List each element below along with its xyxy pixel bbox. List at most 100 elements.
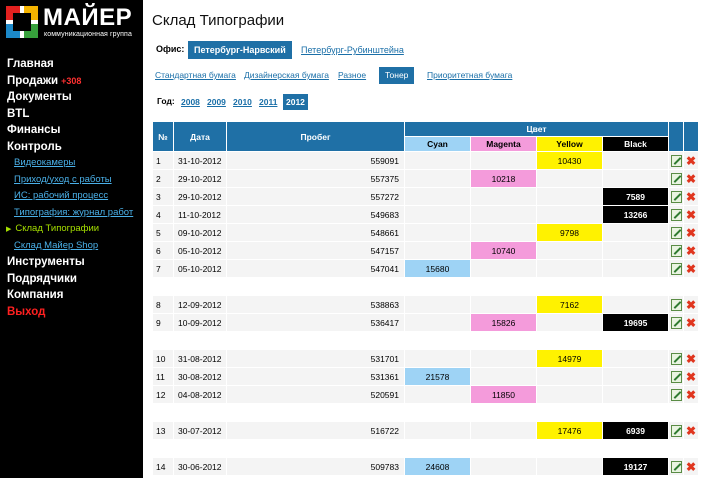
row-edit-cell — [668, 241, 685, 260]
sidebar-nav: Главная Продажи +308 Документы BTL Финанс… — [0, 56, 143, 320]
year-2008[interactable]: 2008 — [181, 97, 200, 107]
tab-priority-paper[interactable]: Приоритетная бумага — [427, 70, 513, 80]
edit-icon[interactable] — [670, 262, 682, 275]
cell-black: 6939 — [601, 421, 670, 440]
nav-item-control[interactable]: Контроль — [7, 140, 62, 153]
delete-icon[interactable]: ✖ — [686, 207, 697, 222]
edit-icon[interactable] — [670, 424, 682, 437]
edit-icon[interactable] — [670, 370, 682, 383]
table-row: 8 12-09-2012 538863 7162 ✖ — [152, 295, 700, 314]
col-header-mileage: Пробег — [226, 121, 405, 152]
logo[interactable]: МАЙЕР коммуникационная группа — [6, 4, 142, 42]
row-number: 1 — [152, 151, 174, 170]
nav-item-contractors[interactable]: Подрядчики — [7, 272, 77, 285]
nav-item-exit[interactable]: Выход — [7, 305, 46, 318]
cell-yellow — [536, 169, 603, 188]
row-edit-cell — [668, 313, 685, 332]
year-2010[interactable]: 2010 — [233, 97, 252, 107]
delete-icon[interactable]: ✖ — [686, 189, 697, 204]
delete-icon[interactable]: ✖ — [686, 153, 697, 168]
nav-item-tools[interactable]: Инструменты — [7, 256, 85, 268]
tab-designer-paper[interactable]: Дизайнерская бумага — [244, 70, 329, 80]
cell-magenta: 10740 — [470, 241, 537, 260]
row-edit-cell — [668, 205, 685, 224]
spacer-cell — [151, 331, 700, 350]
delete-icon[interactable]: ✖ — [686, 297, 697, 312]
cell-black: 13266 — [601, 205, 670, 224]
row-mileage: 538863 — [226, 295, 405, 314]
nav-item-sales[interactable]: Продажи +308 — [0, 73, 143, 90]
nav-sub-cameras[interactable]: Видеокамеры — [14, 157, 76, 168]
office-option-rubinshteina[interactable]: Петербург-Рубинштейна — [301, 45, 404, 55]
row-edit-cell — [668, 457, 685, 476]
delete-icon[interactable]: ✖ — [686, 171, 697, 186]
tab-toner[interactable]: Тонер — [379, 67, 415, 84]
cell-cyan — [404, 313, 471, 332]
table-row: 6 05-10-2012 547157 10740 ✖ — [152, 241, 700, 260]
delete-icon[interactable]: ✖ — [686, 459, 697, 474]
nav-item-main[interactable]: Главная — [7, 58, 54, 70]
cell-magenta — [470, 187, 537, 206]
spacer-cell — [151, 439, 700, 458]
delete-icon[interactable]: ✖ — [686, 387, 697, 402]
edit-icon[interactable] — [670, 226, 682, 239]
edit-icon[interactable] — [670, 172, 682, 185]
edit-icon[interactable] — [670, 298, 682, 311]
edit-icon[interactable] — [670, 460, 682, 473]
edit-icon[interactable] — [670, 208, 682, 221]
edit-icon[interactable] — [670, 352, 682, 365]
row-mileage: 557272 — [226, 187, 405, 206]
row-mileage: 531361 — [226, 367, 405, 386]
tab-misc[interactable]: Разное — [338, 70, 367, 80]
cell-black — [601, 259, 670, 278]
nav-sub-attendance[interactable]: Приход/уход с работы — [14, 173, 112, 185]
table-spacer-row — [151, 403, 700, 422]
row-delete-cell: ✖ — [683, 295, 700, 314]
office-option-narvsky[interactable]: Петербург-Нарвский — [188, 41, 292, 59]
nav-sub-workflow[interactable]: ИС: рабочий процесс — [14, 190, 109, 201]
row-date: 05-10-2012 — [173, 241, 227, 260]
edit-icon[interactable] — [670, 190, 682, 203]
cell-black — [601, 349, 670, 368]
toner-table: № Дата Пробег Цвет Cyan Magenta Yellow B… — [151, 121, 700, 476]
nav-item-documents[interactable]: Документы — [7, 91, 72, 103]
nav-item-btl[interactable]: BTL — [7, 107, 30, 120]
edit-icon[interactable] — [670, 244, 682, 257]
cell-yellow — [536, 205, 603, 224]
delete-icon[interactable]: ✖ — [686, 369, 697, 384]
delete-icon[interactable]: ✖ — [686, 243, 697, 258]
row-number: 10 — [152, 349, 174, 368]
nav-sub-shop-warehouse[interactable]: Склад Майер Shop — [14, 239, 99, 251]
edit-icon[interactable] — [670, 388, 682, 401]
delete-icon[interactable]: ✖ — [686, 225, 697, 240]
row-delete-cell: ✖ — [683, 151, 700, 170]
tab-standard-paper[interactable]: Стандартная бумага — [155, 70, 236, 80]
delete-icon[interactable]: ✖ — [686, 315, 697, 330]
delete-icon[interactable]: ✖ — [686, 423, 697, 438]
cell-cyan — [404, 241, 471, 260]
nav-sub-print-warehouse[interactable]: ▶ Склад Типографии — [0, 221, 143, 238]
row-number: 2 — [152, 169, 174, 188]
year-2009[interactable]: 2009 — [207, 97, 226, 107]
sidebar: МАЙЕР коммуникационная группа Главная Пр… — [0, 0, 143, 478]
cell-black — [601, 385, 670, 404]
edit-icon[interactable] — [670, 316, 682, 329]
delete-icon[interactable]: ✖ — [686, 261, 697, 276]
year-2012[interactable]: 2012 — [283, 94, 308, 110]
row-number: 13 — [152, 421, 174, 440]
cell-black — [601, 151, 670, 170]
nav-item-finance[interactable]: Финансы — [7, 124, 61, 136]
cell-yellow — [536, 367, 603, 386]
edit-icon[interactable] — [670, 154, 682, 167]
cell-cyan: 21578 — [404, 367, 471, 386]
nav-sub-print-log[interactable]: Типография: журнал работ — [14, 206, 134, 218]
cell-black: 7589 — [601, 187, 670, 206]
delete-icon[interactable]: ✖ — [686, 351, 697, 366]
cell-magenta — [470, 205, 537, 224]
table-row: 11 30-08-2012 531361 21578 ✖ — [152, 367, 700, 386]
cell-magenta: 15826 — [470, 313, 537, 332]
year-2011[interactable]: 2011 — [259, 97, 278, 107]
cell-magenta — [470, 259, 537, 278]
nav-item-company[interactable]: Компания — [7, 289, 64, 301]
logo-subtitle: коммуникационная группа — [44, 31, 132, 38]
